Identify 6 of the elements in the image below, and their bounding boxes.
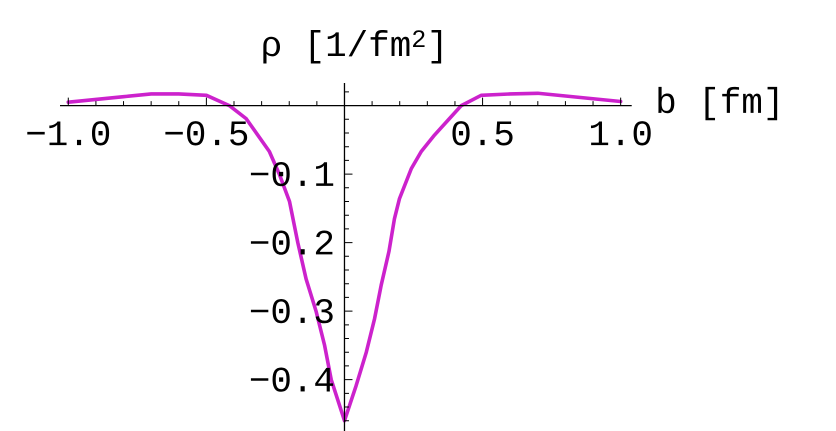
x-tick-label: −1.0 (27, 121, 110, 146)
x-tick-label: −0.5 (165, 121, 248, 146)
y-axis-title: ρ [1/fm$^{2}$] (263, 30, 442, 64)
x-tick-label: 0.5 (452, 121, 513, 146)
x-tick-label: 1.0 (590, 121, 651, 146)
x-axis-title: b [fm] (658, 86, 778, 120)
